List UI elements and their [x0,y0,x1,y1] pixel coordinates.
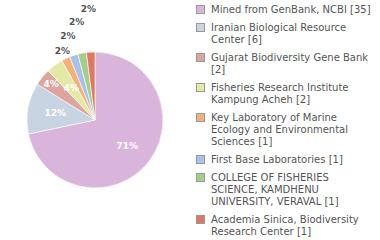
html-text:Gujarat Biodiversity Gene Bank: Gujarat Biodiversity Gene Bank [2] [211,52,369,75]
html-text:Academia Sinica, Biodiversity: Academia Sinica, Biodiversity Research C… [211,214,359,237]
svg-text:2%: 2% [81,4,96,14]
html-text:Key Laboratory of Marine Ecolo: Key Laboratory of Marine Ecology and Env… [211,112,348,147]
html-text:Fisheries Research Institute K: Fisheries Research Institute Kampung Ach… [211,82,349,105]
svg-text:4%: 4% [44,79,59,89]
svg-text:12%: 12% [45,108,67,118]
html-text:COLLEGE OF FISHERIES SCIENCE,: COLLEGE OF FISHERIES SCIENCE, KAMDHENU U… [211,172,339,207]
html-text:Iranian Biological Resource Ce: Iranian Biological Resource Center [6] [211,22,347,45]
svg-text:71%: 71% [116,141,138,151]
svg-text:2%: 2% [55,46,70,56]
html-text:First Base Laboratories [1]: First Base Laboratories [1] [211,154,343,165]
svg-text:4%: 4% [64,83,79,93]
html-text:Mined from GenBank, NCBI [35]: Mined from GenBank, NCBI [35] [211,4,371,15]
svg-text:2%: 2% [69,17,84,27]
svg-text:2%: 2% [60,31,75,41]
